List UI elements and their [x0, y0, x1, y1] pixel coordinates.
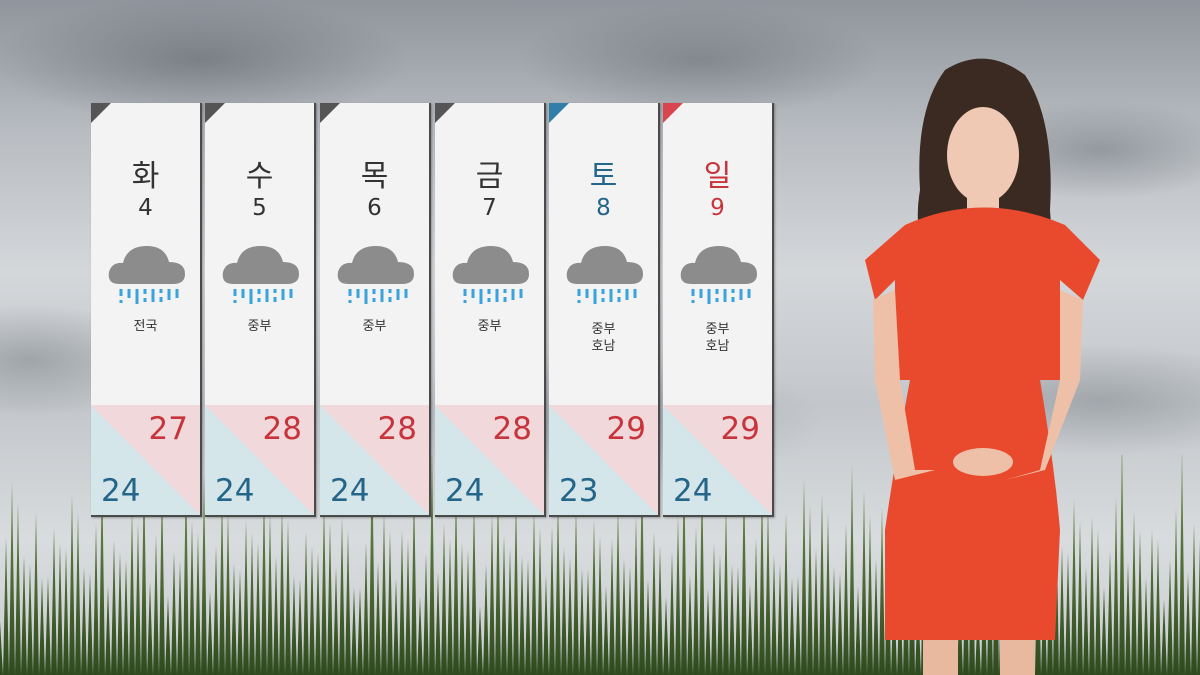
high-temperature: 29 — [606, 411, 646, 447]
rain-cloud-icon — [222, 246, 299, 304]
high-temperature: 28 — [492, 411, 532, 447]
temperature-panel: 28 24 — [435, 405, 544, 515]
forecast-card: 토 8 중부 호남 29 23 — [549, 103, 660, 517]
rain-cloud-icon — [680, 246, 757, 304]
date: 8 — [596, 195, 611, 221]
region-label: 중부 — [247, 319, 272, 334]
region-label: 전국 — [133, 319, 158, 334]
forecast-card: 수 5 중부 28 24 — [205, 103, 316, 517]
date: 9 — [710, 195, 725, 221]
low-temperature: 24 — [330, 473, 370, 509]
region-label: 중부 — [477, 319, 502, 334]
forecast-card: 목 6 중부 28 24 — [320, 103, 431, 517]
date: 4 — [138, 195, 153, 221]
day-of-week: 화 — [131, 159, 160, 194]
temperature-panel: 29 24 — [663, 405, 772, 515]
corner-marker — [663, 103, 683, 123]
low-temperature: 24 — [215, 473, 255, 509]
day-of-week: 일 — [703, 159, 732, 194]
low-temperature: 23 — [559, 473, 599, 509]
day-of-week: 수 — [245, 159, 274, 194]
low-temperature: 24 — [101, 473, 141, 509]
rain-cloud-icon — [452, 246, 529, 304]
day-of-week: 금 — [475, 159, 504, 194]
low-temperature: 24 — [445, 473, 485, 509]
rain-cloud-icon — [566, 246, 643, 304]
rain-cloud-icon — [108, 246, 185, 304]
corner-marker — [205, 103, 225, 123]
date: 7 — [482, 195, 497, 221]
high-temperature: 29 — [720, 411, 760, 447]
rain-cloud-icon — [337, 246, 414, 304]
temperature-panel: 28 24 — [205, 405, 314, 515]
day-of-week: 목 — [360, 159, 389, 194]
date: 6 — [367, 195, 382, 221]
high-temperature: 28 — [377, 411, 417, 447]
forecast-card: 화 4 전국 27 24 — [91, 103, 202, 517]
corner-marker — [91, 103, 111, 123]
temperature-panel: 28 24 — [320, 405, 429, 515]
high-temperature: 28 — [262, 411, 302, 447]
corner-marker — [320, 103, 340, 123]
corner-marker — [549, 103, 569, 123]
temperature-panel: 27 24 — [91, 405, 200, 515]
forecast-card: 금 7 중부 28 24 — [435, 103, 546, 517]
forecast-card: 일 9 중부 호남 29 24 — [663, 103, 774, 517]
region-label: 중부 호남 — [705, 322, 730, 354]
region-label: 중부 호남 — [591, 322, 616, 354]
region-label: 중부 — [362, 319, 387, 334]
low-temperature: 24 — [673, 473, 713, 509]
corner-marker — [435, 103, 455, 123]
date: 5 — [252, 195, 267, 221]
high-temperature: 27 — [148, 411, 188, 447]
day-of-week: 토 — [589, 159, 618, 194]
weather-presenter — [865, 58, 1100, 675]
temperature-panel: 29 23 — [549, 405, 658, 515]
